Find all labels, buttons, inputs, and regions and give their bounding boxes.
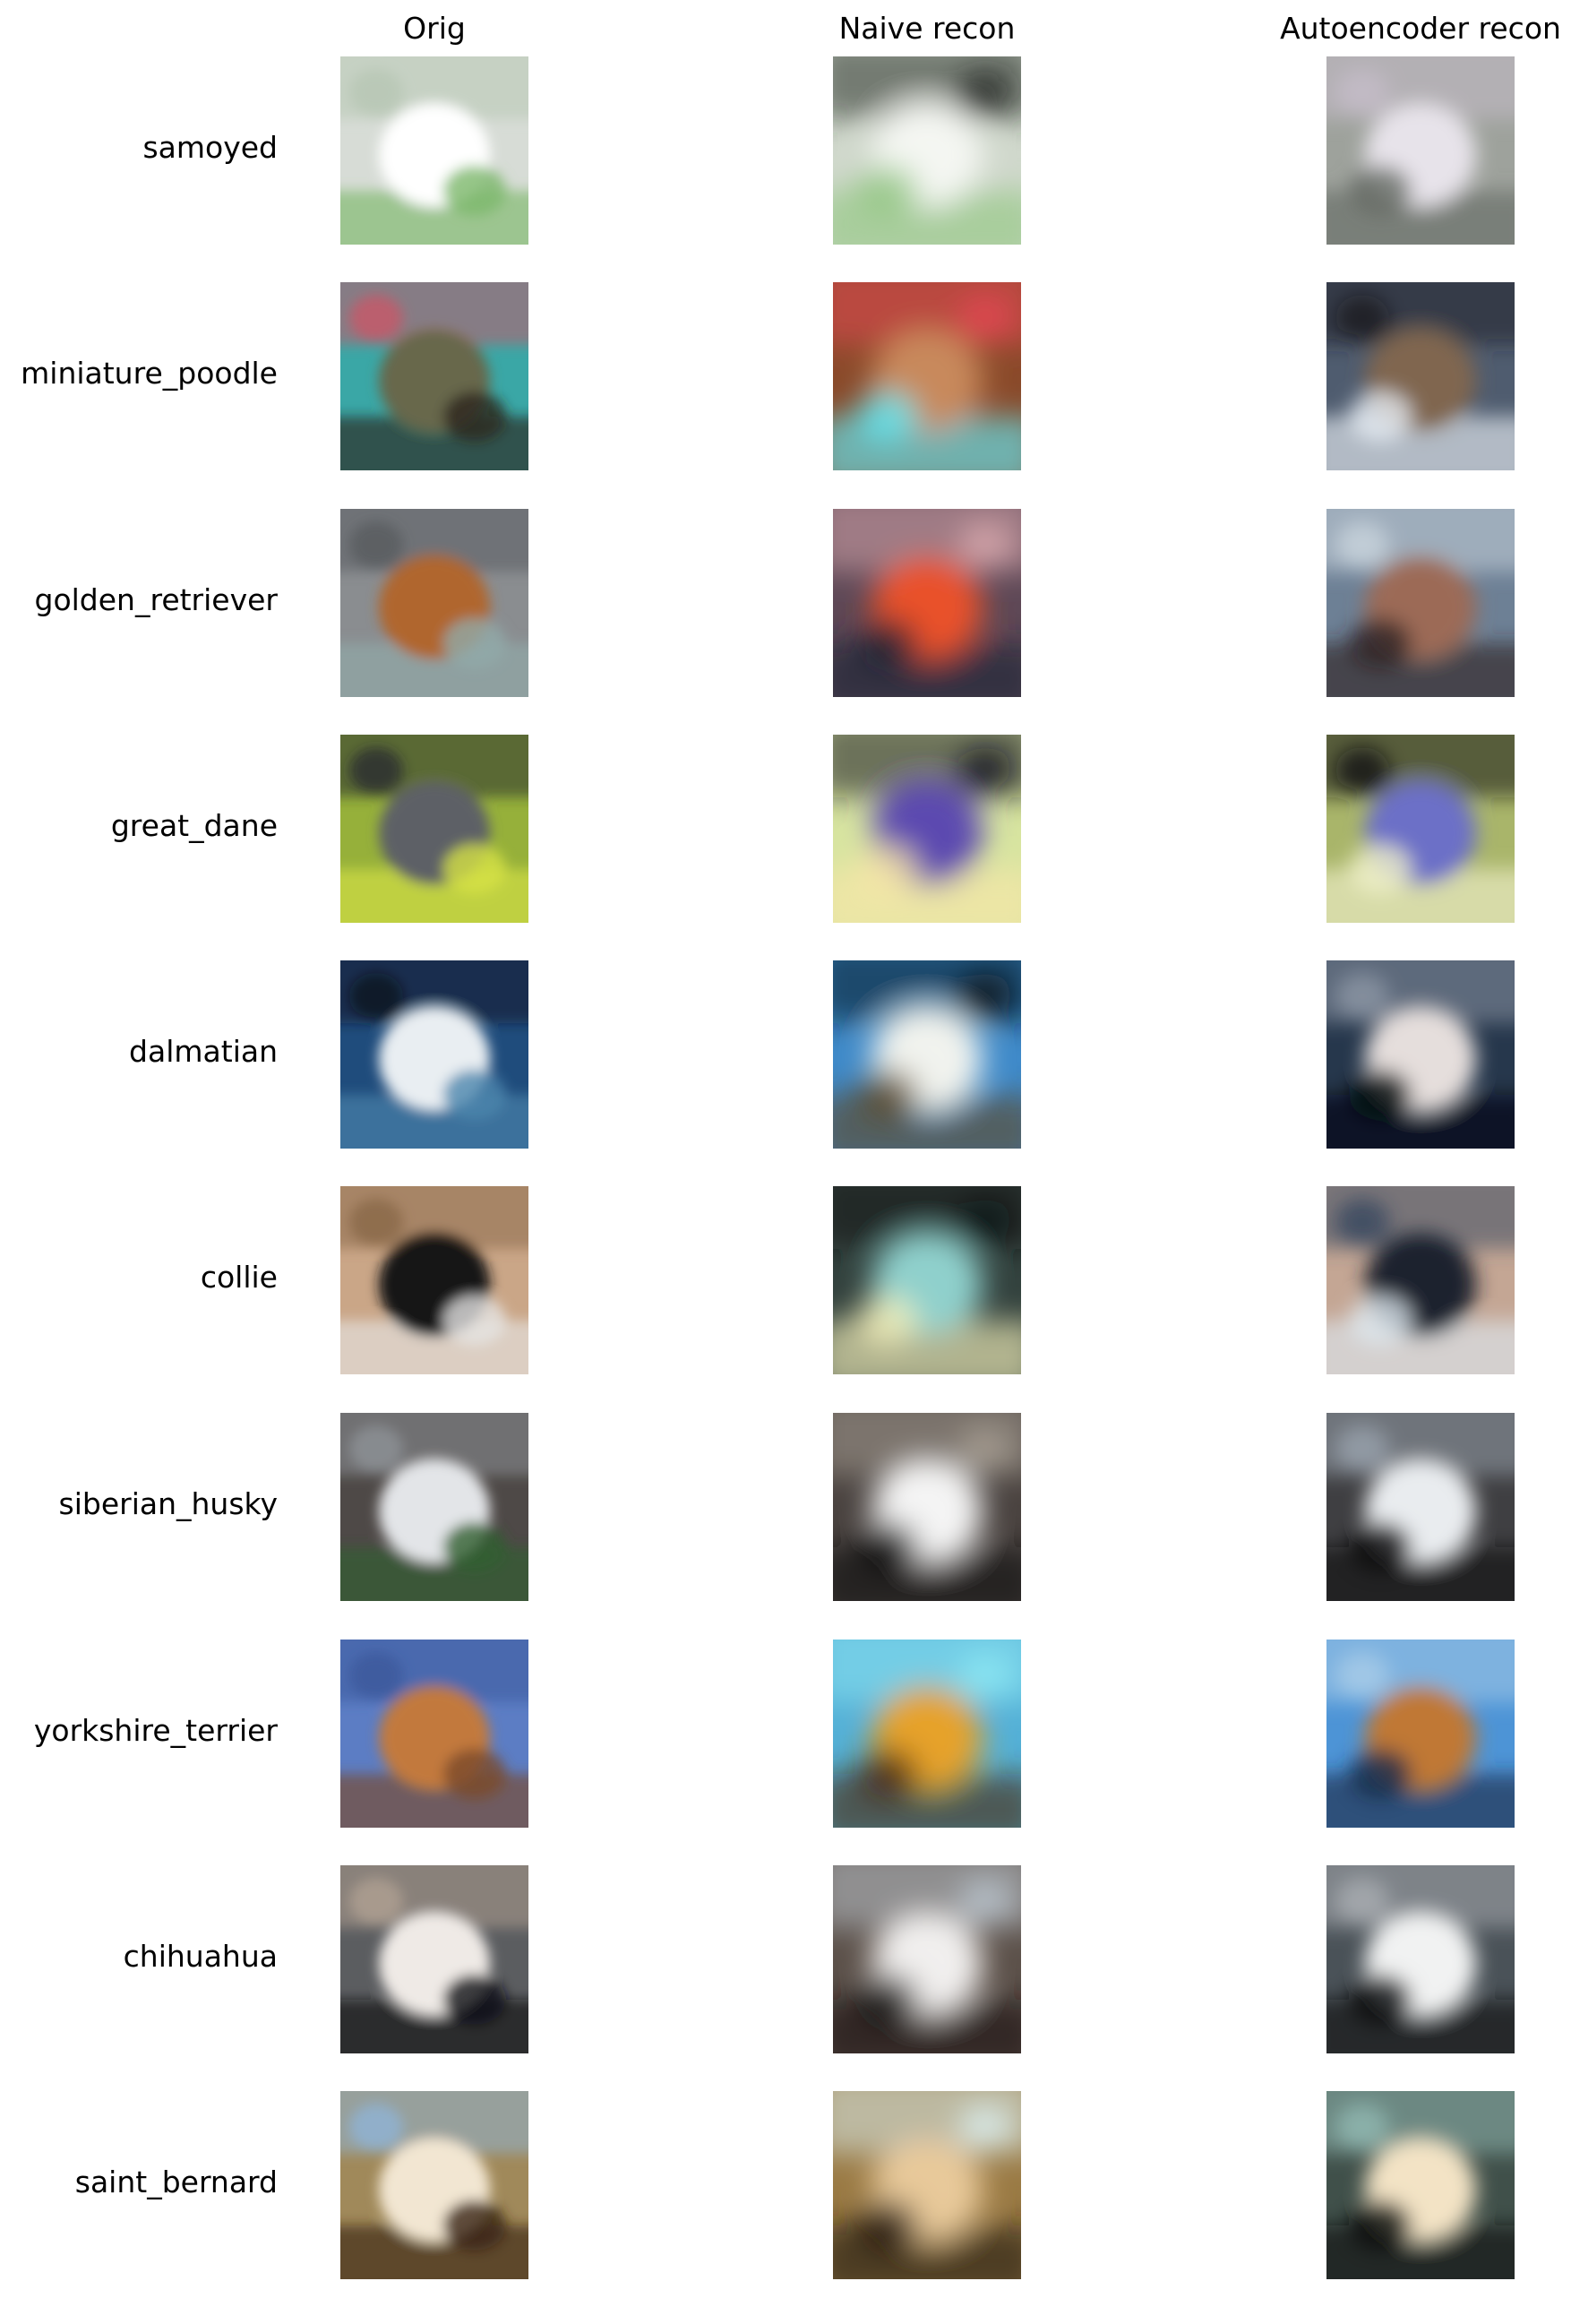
- row-label-great_dane: great_dane: [110, 808, 278, 843]
- image-thumbnail: [340, 1640, 528, 1828]
- image-thumbnail: [340, 509, 528, 697]
- image-thumbnail: [833, 2091, 1021, 2279]
- image-thumbnail: [340, 735, 528, 923]
- image-orig-samoyed: [340, 56, 528, 245]
- image-orig-miniature_poodle: [340, 282, 528, 470]
- image-auto-collie: [1326, 1186, 1515, 1374]
- image-thumbnail: [1326, 1186, 1515, 1374]
- column-header-orig: Orig: [403, 11, 466, 46]
- image-auto-dalmatian: [1326, 960, 1515, 1149]
- image-thumbnail: [340, 960, 528, 1149]
- image-orig-great_dane: [340, 735, 528, 923]
- image-thumbnail: [1326, 1865, 1515, 2053]
- image-thumbnail: [340, 1186, 528, 1374]
- image-naive-golden_retriever: [833, 509, 1021, 697]
- image-auto-golden_retriever: [1326, 509, 1515, 697]
- image-naive-collie: [833, 1186, 1021, 1374]
- image-thumbnail: [1326, 282, 1515, 470]
- image-naive-siberian_husky: [833, 1413, 1021, 1601]
- image-thumbnail: [833, 735, 1021, 923]
- row-label-yorkshire_terrier: yorkshire_terrier: [33, 1713, 278, 1748]
- image-thumbnail: [833, 960, 1021, 1149]
- image-orig-saint_bernard: [340, 2091, 528, 2279]
- image-orig-chihuahua: [340, 1865, 528, 2053]
- row-label-collie: collie: [200, 1260, 278, 1295]
- row-label-dalmatian: dalmatian: [129, 1034, 278, 1069]
- image-naive-yorkshire_terrier: [833, 1640, 1021, 1828]
- image-auto-samoyed: [1326, 56, 1515, 245]
- image-thumbnail: [1326, 509, 1515, 697]
- image-thumbnail: [1326, 1413, 1515, 1601]
- row-label-saint_bernard: saint_bernard: [74, 2165, 278, 2199]
- image-orig-siberian_husky: [340, 1413, 528, 1601]
- image-thumbnail: [1326, 1640, 1515, 1828]
- image-thumbnail: [1326, 960, 1515, 1149]
- image-thumbnail: [1326, 56, 1515, 245]
- image-thumbnail: [833, 1413, 1021, 1601]
- row-label-siberian_husky: siberian_husky: [58, 1486, 278, 1521]
- image-thumbnail: [833, 509, 1021, 697]
- image-naive-saint_bernard: [833, 2091, 1021, 2279]
- image-naive-miniature_poodle: [833, 282, 1021, 470]
- image-naive-dalmatian: [833, 960, 1021, 1149]
- image-thumbnail: [340, 1413, 528, 1601]
- image-auto-miniature_poodle: [1326, 282, 1515, 470]
- image-auto-yorkshire_terrier: [1326, 1640, 1515, 1828]
- image-thumbnail: [833, 282, 1021, 470]
- image-thumbnail: [833, 1186, 1021, 1374]
- row-label-miniature_poodle: miniature_poodle: [21, 356, 278, 391]
- row-label-golden_retriever: golden_retriever: [34, 582, 279, 617]
- image-auto-siberian_husky: [1326, 1413, 1515, 1601]
- image-auto-chihuahua: [1326, 1865, 1515, 2053]
- row-label-samoyed: samoyed: [142, 130, 278, 165]
- row-label-chihuahua: chihuahua: [123, 1939, 278, 1974]
- column-header-naive: Naive recon: [838, 11, 1016, 46]
- image-thumbnail: [833, 1640, 1021, 1828]
- image-thumbnail: [340, 2091, 528, 2279]
- image-orig-yorkshire_terrier: [340, 1640, 528, 1828]
- image-orig-collie: [340, 1186, 528, 1374]
- image-thumbnail: [340, 1865, 528, 2053]
- column-header-auto: Autoencoder recon: [1280, 11, 1561, 46]
- image-auto-great_dane: [1326, 735, 1515, 923]
- image-thumbnail: [340, 56, 528, 245]
- image-orig-golden_retriever: [340, 509, 528, 697]
- image-thumbnail: [833, 56, 1021, 245]
- image-thumbnail: [340, 282, 528, 470]
- image-thumbnail: [1326, 735, 1515, 923]
- image-auto-saint_bernard: [1326, 2091, 1515, 2279]
- image-orig-dalmatian: [340, 960, 528, 1149]
- image-thumbnail: [833, 1865, 1021, 2053]
- image-naive-samoyed: [833, 56, 1021, 245]
- image-thumbnail: [1326, 2091, 1515, 2279]
- image-naive-great_dane: [833, 735, 1021, 923]
- image-naive-chihuahua: [833, 1865, 1021, 2053]
